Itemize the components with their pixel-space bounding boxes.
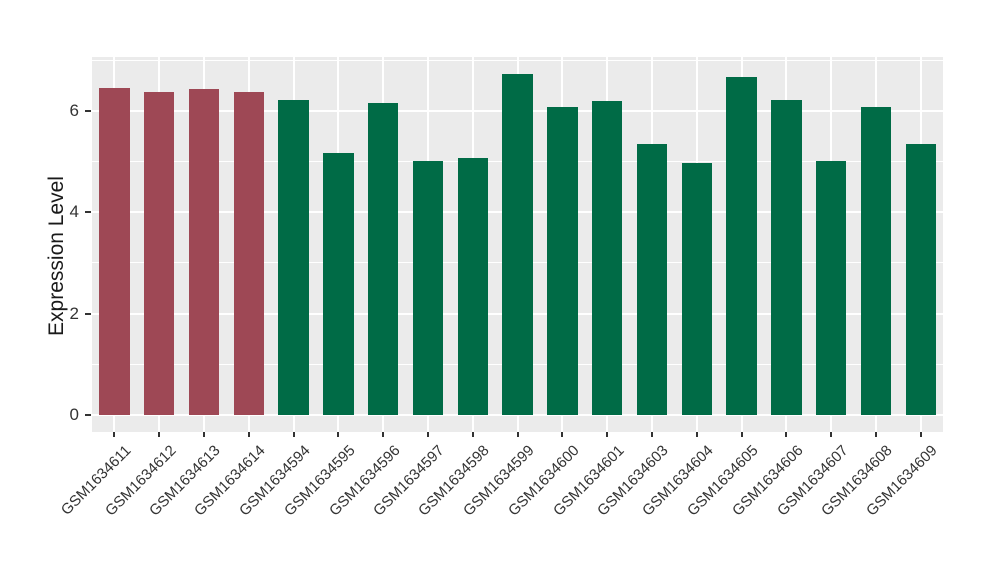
x-tick-mark bbox=[247, 432, 250, 437]
bar-slot bbox=[450, 57, 495, 432]
x-slot: GSM1634604 bbox=[639, 432, 719, 572]
y-tick-label: 4 bbox=[69, 202, 79, 222]
bar-slot bbox=[182, 57, 227, 432]
x-slot: GSM1634611 bbox=[58, 432, 137, 572]
x-tick-mark bbox=[830, 432, 833, 437]
x-tick-mark bbox=[516, 432, 519, 437]
bar-slot bbox=[495, 57, 540, 432]
x-tick-mark bbox=[426, 432, 429, 437]
x-tick-mark bbox=[158, 432, 161, 437]
bar bbox=[278, 100, 309, 415]
bar-slot bbox=[540, 57, 585, 432]
x-slot: GSM1634595 bbox=[281, 432, 361, 572]
y-axis: 0 2 4 6 bbox=[0, 57, 92, 432]
bar-slot bbox=[271, 57, 316, 432]
bar bbox=[367, 103, 399, 415]
bar-slot bbox=[226, 57, 271, 432]
x-slot: GSM1634597 bbox=[371, 432, 451, 572]
x-tick-mark bbox=[561, 432, 564, 437]
x-tick-mark bbox=[202, 432, 205, 437]
bar-slot bbox=[809, 57, 854, 432]
bar bbox=[412, 161, 444, 415]
bars-row bbox=[92, 57, 943, 432]
bar-slot bbox=[92, 57, 137, 432]
bar bbox=[591, 100, 623, 415]
x-slot: GSM1634607 bbox=[774, 432, 854, 572]
x-tick-mark bbox=[471, 432, 474, 437]
y-tick-label: 6 bbox=[69, 100, 79, 120]
bar bbox=[681, 162, 712, 415]
x-slot: GSM1634596 bbox=[326, 432, 406, 572]
bar-slot bbox=[854, 57, 899, 432]
x-tick-mark bbox=[919, 432, 922, 437]
x-tick-mark bbox=[382, 432, 385, 437]
x-tick-mark bbox=[337, 432, 340, 437]
bar bbox=[636, 144, 668, 415]
x-slot: GSM1634606 bbox=[729, 432, 809, 572]
bar bbox=[143, 91, 175, 415]
bar bbox=[457, 157, 488, 415]
bar-slot bbox=[674, 57, 719, 432]
bar-slot bbox=[764, 57, 809, 432]
bar bbox=[502, 73, 533, 415]
y-tick-label: 0 bbox=[69, 405, 79, 424]
bar-slot bbox=[406, 57, 451, 432]
bar bbox=[860, 106, 892, 415]
x-tick-mark bbox=[874, 432, 877, 437]
x-slot: GSM1634613 bbox=[147, 432, 227, 572]
x-slot: GSM1634603 bbox=[595, 432, 675, 572]
bar-slot bbox=[719, 57, 764, 432]
bar-slot bbox=[585, 57, 630, 432]
x-slot: GSM1634608 bbox=[818, 432, 899, 572]
y-tick-mark bbox=[85, 109, 91, 112]
bar bbox=[233, 92, 264, 415]
x-tick-mark bbox=[650, 432, 653, 437]
x-tick-mark bbox=[740, 432, 743, 437]
x-slot: GSM1634601 bbox=[550, 432, 630, 572]
bar-slot bbox=[898, 57, 943, 432]
x-tick-mark bbox=[292, 432, 295, 437]
x-tick-mark bbox=[695, 432, 698, 437]
bar bbox=[905, 144, 936, 415]
bar bbox=[815, 161, 847, 415]
bar bbox=[726, 76, 757, 415]
x-slot: GSM1634594 bbox=[236, 432, 316, 572]
x-axis: GSM1634611 GSM1634612 GSM1634613 GSM1634614… bbox=[58, 432, 943, 572]
bar bbox=[771, 99, 802, 415]
x-slot: GSM1634614 bbox=[191, 432, 271, 572]
y-tick-mark bbox=[85, 312, 91, 315]
bar bbox=[323, 152, 354, 415]
bar-slot bbox=[361, 57, 406, 432]
x-tick-mark bbox=[785, 432, 788, 437]
x-slot: GSM1634600 bbox=[505, 432, 585, 572]
bar-slot bbox=[316, 57, 361, 432]
bar bbox=[188, 88, 220, 415]
y-tick-mark bbox=[85, 211, 91, 214]
x-slot: GSM1634598 bbox=[415, 432, 495, 572]
x-slot: GSM1634599 bbox=[460, 432, 540, 572]
x-slot: GSM1634609 bbox=[863, 432, 943, 572]
x-tick-mark bbox=[113, 432, 116, 437]
plot-panel bbox=[92, 57, 943, 432]
bar bbox=[99, 88, 130, 415]
bar-slot bbox=[137, 57, 182, 432]
bar-slot bbox=[630, 57, 675, 432]
bar bbox=[547, 106, 578, 415]
x-tick-mark bbox=[606, 432, 609, 437]
x-slot: GSM1634605 bbox=[684, 432, 764, 572]
x-slot: GSM1634612 bbox=[102, 432, 182, 572]
y-tick-label: 2 bbox=[69, 303, 79, 323]
y-tick-mark bbox=[85, 414, 91, 416]
